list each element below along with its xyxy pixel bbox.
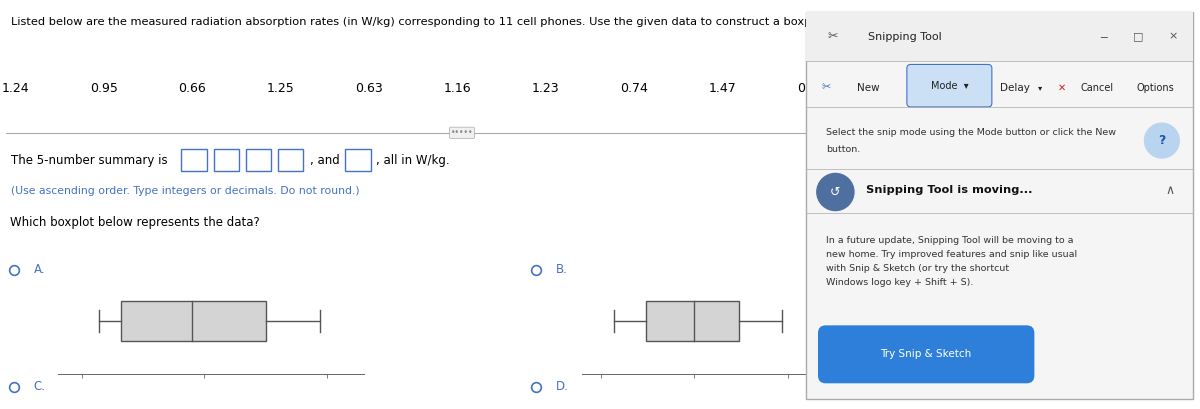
Text: The 5-number summary is: The 5-number summary is xyxy=(11,153,167,166)
Text: 0.95: 0.95 xyxy=(90,82,118,94)
Text: (Use ascending order. Type integers or decimals. Do not round.): (Use ascending order. Type integers or d… xyxy=(11,187,359,196)
Text: In a future update, Snipping Tool will be moving to a
new home. Try improved fea: In a future update, Snipping Tool will b… xyxy=(826,236,1076,287)
Text: □: □ xyxy=(1134,31,1144,42)
FancyBboxPatch shape xyxy=(806,12,1193,399)
Text: 1.24: 1.24 xyxy=(1,82,29,94)
FancyBboxPatch shape xyxy=(277,149,304,171)
Text: 0.74: 0.74 xyxy=(620,82,648,94)
Bar xyxy=(121,301,265,341)
Text: B.: B. xyxy=(556,263,568,276)
Text: Delay: Delay xyxy=(1000,83,1030,92)
FancyBboxPatch shape xyxy=(181,149,206,171)
FancyBboxPatch shape xyxy=(246,149,271,171)
Text: ✂: ✂ xyxy=(828,30,838,43)
Text: A.: A. xyxy=(34,263,46,276)
Text: 1.43: 1.43 xyxy=(886,82,913,94)
Text: 1.23: 1.23 xyxy=(532,82,559,94)
Text: C.: C. xyxy=(34,380,46,393)
Text: Listed below are the measured radiation absorption rates (in W/kg) corresponding: Listed below are the measured radiation … xyxy=(11,17,1038,27)
Text: Cancel: Cancel xyxy=(1081,83,1114,92)
FancyBboxPatch shape xyxy=(806,12,1193,61)
Text: ▾: ▾ xyxy=(1038,83,1043,92)
Text: New: New xyxy=(857,83,880,92)
Text: Which boxplot below represents the data?: Which boxplot below represents the data? xyxy=(10,216,259,229)
X-axis label: Absorption Rates (W/kg): Absorption Rates (W/kg) xyxy=(644,393,754,402)
Bar xyxy=(646,301,739,341)
Text: •••••: ••••• xyxy=(451,128,473,137)
Text: 1.47: 1.47 xyxy=(709,82,737,94)
Text: Try Snip & Sketch: Try Snip & Sketch xyxy=(881,349,972,360)
FancyBboxPatch shape xyxy=(214,149,240,171)
Text: D.: D. xyxy=(556,380,569,393)
Text: button.: button. xyxy=(826,145,860,154)
Text: ↺: ↺ xyxy=(830,186,841,198)
FancyBboxPatch shape xyxy=(346,149,371,171)
Text: Snipping Tool: Snipping Tool xyxy=(869,31,942,42)
Text: Select the snip mode using the Mode button or click the New: Select the snip mode using the Mode butt… xyxy=(826,128,1116,137)
Text: 1.25: 1.25 xyxy=(266,82,294,94)
Text: ?: ? xyxy=(1158,134,1165,147)
Circle shape xyxy=(1145,123,1180,158)
Circle shape xyxy=(817,173,854,211)
X-axis label: Absorption Rates (W/kg): Absorption Rates (W/kg) xyxy=(156,393,265,402)
Text: 0.66: 0.66 xyxy=(178,82,206,94)
Text: Options: Options xyxy=(1136,83,1175,92)
Text: Snipping Tool is moving...: Snipping Tool is moving... xyxy=(866,185,1033,195)
FancyBboxPatch shape xyxy=(818,325,1034,383)
Text: , and: , and xyxy=(310,153,340,166)
FancyBboxPatch shape xyxy=(907,65,992,107)
Text: ∧: ∧ xyxy=(1165,184,1174,197)
Text: Mode  ▾: Mode ▾ xyxy=(930,81,968,91)
Text: ✕: ✕ xyxy=(1057,83,1066,92)
Text: ×: × xyxy=(1169,31,1178,42)
Text: 0.63: 0.63 xyxy=(355,82,383,94)
Text: , all in W/kg.: , all in W/kg. xyxy=(377,153,450,166)
Text: ✂: ✂ xyxy=(822,83,832,92)
Text: ─: ─ xyxy=(1100,31,1108,42)
Text: 0.57: 0.57 xyxy=(797,82,826,94)
Text: 1.16: 1.16 xyxy=(444,82,472,94)
